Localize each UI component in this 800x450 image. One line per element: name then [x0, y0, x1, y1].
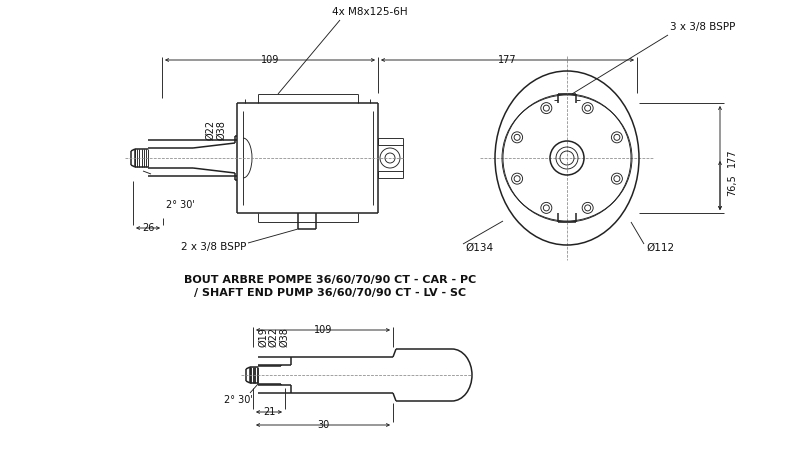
Text: Ø38: Ø38	[279, 327, 289, 347]
Text: 177: 177	[498, 55, 517, 65]
Text: / SHAFT END PUMP 36/60/70/90 CT - LV - SC: / SHAFT END PUMP 36/60/70/90 CT - LV - S…	[194, 288, 466, 298]
Text: BOUT ARBRE POMPE 36/60/70/90 CT - CAR - PC: BOUT ARBRE POMPE 36/60/70/90 CT - CAR - …	[184, 275, 476, 285]
Text: 26: 26	[142, 223, 154, 233]
Text: 4x M8x125-6H: 4x M8x125-6H	[332, 7, 408, 17]
Text: Ø38: Ø38	[216, 120, 226, 140]
Text: Ø134: Ø134	[465, 243, 493, 253]
Text: 2° 30': 2° 30'	[166, 200, 195, 210]
Text: 30: 30	[317, 420, 329, 430]
Text: Ø19: Ø19	[258, 327, 268, 347]
Text: Ø22: Ø22	[268, 327, 278, 347]
Text: Ø22: Ø22	[205, 120, 215, 140]
Text: 3 x 3/8 BSPP: 3 x 3/8 BSPP	[670, 22, 735, 32]
Text: 2° 30': 2° 30'	[224, 395, 253, 405]
Text: 2 x 3/8 BSPP: 2 x 3/8 BSPP	[181, 242, 246, 252]
Text: Ø112: Ø112	[646, 243, 674, 253]
Text: 76,5: 76,5	[727, 175, 737, 196]
Text: 177: 177	[727, 148, 737, 167]
Text: 109: 109	[314, 325, 332, 335]
Text: 109: 109	[261, 55, 279, 65]
Text: 21: 21	[263, 407, 275, 417]
